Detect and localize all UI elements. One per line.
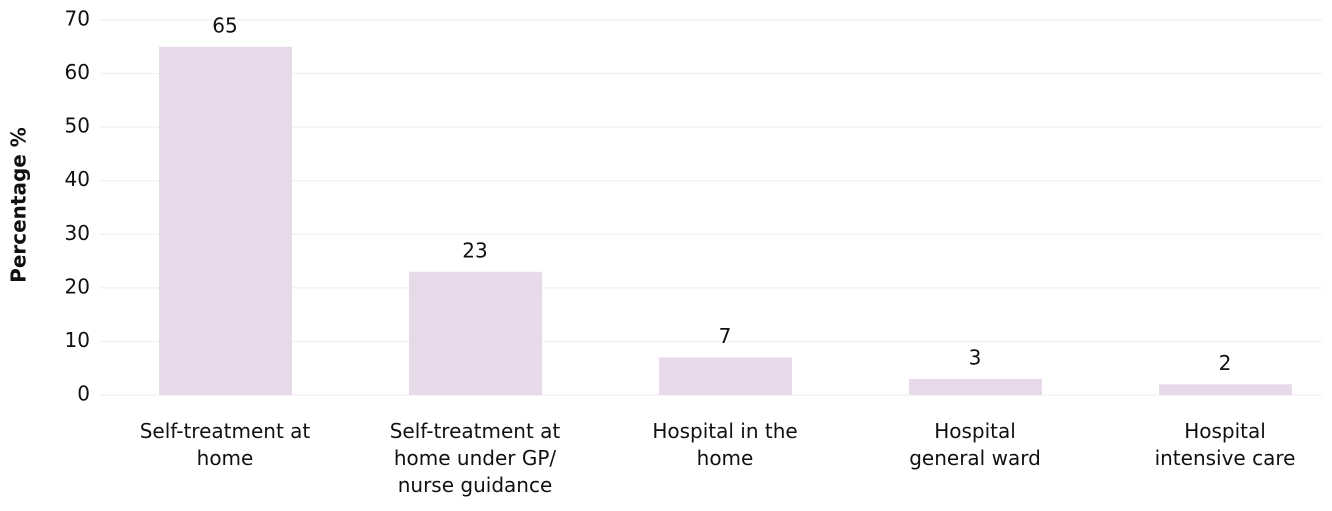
- bar: [1159, 384, 1292, 395]
- y-tick-label: 30: [65, 221, 90, 245]
- y-tick-label: 40: [65, 167, 90, 191]
- x-tick-label: Self-treatment at home under GP/ nurse g…: [389, 419, 561, 497]
- data-label: 3: [969, 345, 982, 369]
- bar: [409, 271, 542, 395]
- x-tick-label: Hospital general ward: [909, 419, 1041, 470]
- y-tick-label: 10: [65, 328, 90, 352]
- bar: [659, 357, 792, 395]
- data-label: 23: [462, 238, 487, 262]
- x-tick-label: Hospital in the home: [652, 419, 798, 470]
- data-label: 65: [212, 13, 237, 37]
- y-tick-label: 50: [65, 114, 90, 138]
- x-tick-label: Self-treatment at home: [139, 419, 311, 470]
- data-label: 7: [719, 324, 732, 348]
- y-tick-label: 20: [65, 274, 90, 298]
- y-axis-label: Percentage %: [7, 127, 31, 283]
- bar: [909, 378, 1042, 395]
- data-label: 2: [1219, 351, 1232, 375]
- x-tick-label: Hospital intensive care: [1154, 419, 1296, 470]
- y-tick-label: 60: [65, 60, 90, 84]
- y-tick-label: 70: [65, 7, 90, 31]
- y-tick-label: 0: [77, 382, 90, 406]
- bar: [159, 46, 292, 396]
